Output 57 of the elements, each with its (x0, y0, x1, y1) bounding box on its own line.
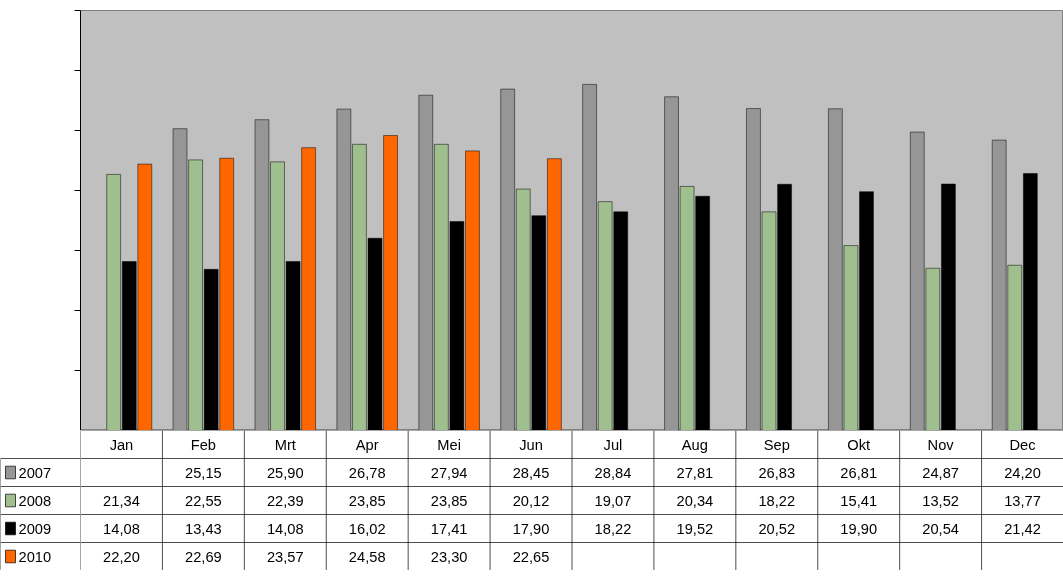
data-label: 26,81 (840, 464, 878, 481)
data-label: 28,45 (512, 464, 550, 481)
data-label: 14,08 (266, 520, 304, 537)
data-label: 17,41 (430, 520, 468, 537)
data-label: 23,57 (266, 548, 304, 565)
data-label: 23,85 (348, 492, 386, 509)
data-label: 24,87 (922, 464, 959, 481)
data-label: 18,22 (594, 520, 632, 537)
data-label: 25,15 (185, 464, 222, 481)
x-tick-label: Mrt (274, 436, 296, 453)
data-label: 15,41 (840, 492, 878, 509)
legend-label: 2007 (18, 464, 52, 481)
data-label: 22,39 (266, 492, 304, 509)
data-label: 22,69 (185, 548, 222, 565)
data-label: 28,84 (594, 464, 632, 481)
x-tick-label: Jul (603, 436, 623, 453)
data-label: 20,52 (758, 520, 796, 537)
data-label: 20,54 (922, 520, 959, 537)
data-label: 22,55 (185, 492, 222, 509)
data-label: 25,90 (266, 464, 304, 481)
data-label: 13,77 (1004, 492, 1041, 509)
x-tick-label: Apr (355, 436, 379, 453)
legend-label: 2008 (18, 492, 52, 509)
data-label: 19,07 (594, 492, 632, 509)
x-tick-label: Jun (519, 436, 543, 453)
data-label: 24,58 (348, 548, 386, 565)
data-label: 14,08 (103, 520, 140, 537)
data-label: 21,42 (1004, 520, 1041, 537)
x-tick-label: Mei (437, 436, 461, 453)
data-label: 27,81 (676, 464, 714, 481)
data-label: 19,90 (840, 520, 878, 537)
data-label: 22,65 (512, 548, 550, 565)
data-label: 27,94 (430, 464, 468, 481)
data-label: 19,52 (676, 520, 714, 537)
data-label: 18,22 (758, 492, 796, 509)
data-label: 21,34 (103, 492, 140, 509)
data-label: 16,02 (348, 520, 386, 537)
data-label: 13,43 (185, 520, 222, 537)
x-tick-label: Okt (847, 436, 871, 453)
legend-label: 2009 (18, 520, 52, 537)
x-tick-label: Nov (927, 436, 955, 453)
legend-label: 2010 (18, 548, 52, 565)
data-label: 26,83 (758, 464, 796, 481)
data-label: 20,34 (676, 492, 714, 509)
data-label: 13,52 (922, 492, 959, 509)
x-tick-label: Jan (109, 436, 134, 453)
x-tick-label: Dec (1009, 436, 1036, 453)
data-label: 17,90 (512, 520, 550, 537)
data-label: 22,20 (103, 548, 140, 565)
data-label: 23,85 (430, 492, 468, 509)
data-label: 20,12 (512, 492, 550, 509)
x-tick-label: Feb (190, 436, 217, 453)
data-label: 23,30 (430, 548, 468, 565)
x-tick-label: Sep (763, 436, 790, 453)
data-label: 26,78 (348, 464, 386, 481)
x-tick-label: Aug (681, 436, 708, 453)
data-label: 24,20 (1004, 464, 1041, 481)
